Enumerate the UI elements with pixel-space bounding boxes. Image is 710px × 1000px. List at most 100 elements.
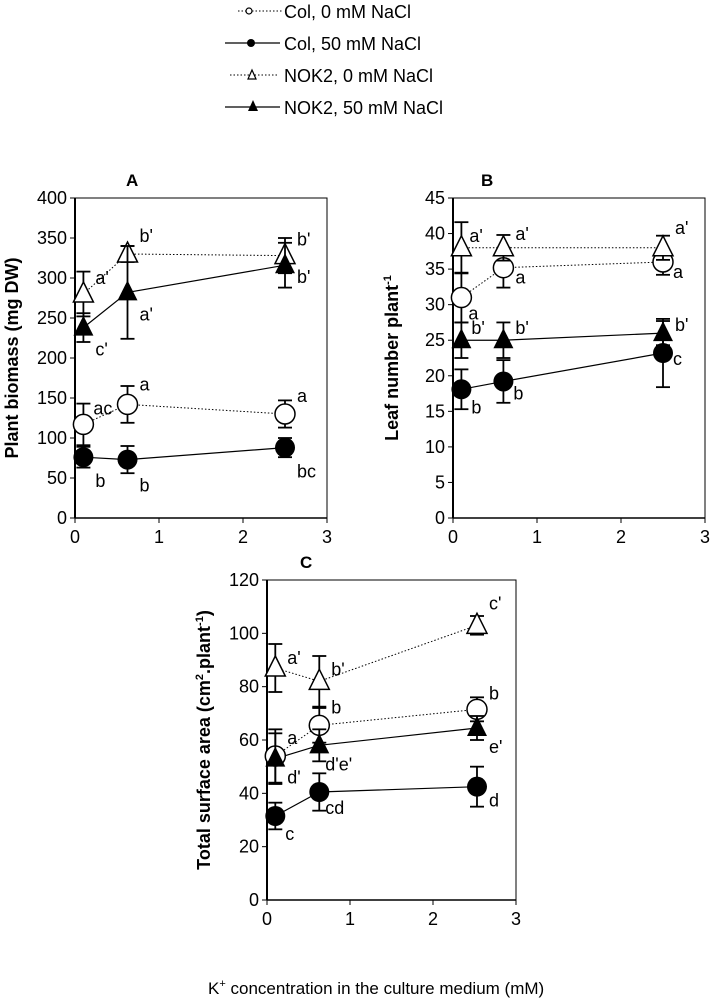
x-axis-label: K+ concentration in the culture medium (… <box>208 978 544 998</box>
x-tick-label: 1 <box>532 527 542 547</box>
panel-letter: A <box>126 171 138 190</box>
legend-item-nok2-0nacl: NOK2, 0 mM NaCl <box>230 66 433 86</box>
marker-open-triangle <box>450 234 473 257</box>
marker-filled-triangle <box>466 716 487 736</box>
significance-label: e' <box>489 737 502 757</box>
panel-c: C 0 20 40 60 80 100 120 0 1 2 3 Total surface area (… <box>194 553 521 929</box>
y-tick-label: 150 <box>37 388 67 408</box>
marker-filled-triangle <box>117 280 138 301</box>
panel-letter: C <box>300 553 312 572</box>
marker-filled-circle <box>117 449 138 470</box>
y-tick-label: 5 <box>435 472 445 492</box>
significance-label: b' <box>297 230 310 250</box>
legend-item-col-50nacl: Col, 50 mM NaCl <box>225 34 421 54</box>
significance-label: b <box>95 471 105 491</box>
legend-label: Col, 0 mM NaCl <box>284 2 411 22</box>
series-line-open-triangle <box>275 624 478 682</box>
legend-marker-open-triangle <box>247 68 257 80</box>
y-tick-label: 10 <box>425 437 445 457</box>
legend-label: NOK2, 50 mM NaCl <box>284 98 443 118</box>
significance-label: a' <box>515 224 528 244</box>
y-axis-label-sup: 2 <box>194 674 206 680</box>
legend-item-col-0nacl: Col, 0 mM NaCl <box>238 2 411 22</box>
y-tick-label: 300 <box>37 268 67 288</box>
significance-label: a <box>673 262 684 282</box>
y-axis-label-sup: -1 <box>194 616 206 626</box>
marker-filled-triangle <box>73 315 94 336</box>
significance-label: ac <box>93 398 112 418</box>
series-line-open-circle <box>83 403 286 425</box>
x-tick-label: 1 <box>345 909 355 929</box>
significance-label: c' <box>489 593 501 613</box>
x-tick-label: 2 <box>238 527 248 547</box>
x-tick-label: 0 <box>70 527 80 547</box>
marker-open-triangle <box>651 234 675 257</box>
x-tick-label: 1 <box>154 527 164 547</box>
panel-letter: B <box>481 171 493 190</box>
y-axis-label-part: ) <box>194 610 214 616</box>
marker-open-triangle <box>264 654 287 677</box>
series-line-filled-triangle <box>83 264 286 329</box>
significance-label: b' <box>140 226 153 246</box>
marker-filled-circle <box>493 371 514 392</box>
y-tick-label: 20 <box>425 366 445 386</box>
marker-filled-circle <box>466 776 487 797</box>
marker-open-triangle <box>72 280 95 303</box>
significance-label: c <box>673 349 682 369</box>
x-axis-label-sup: + <box>219 978 225 990</box>
significance-label: b <box>489 683 499 703</box>
y-tick-label: 45 <box>425 188 445 208</box>
legend-marker-filled-circle <box>247 39 255 47</box>
marker-filled-triangle <box>309 733 330 754</box>
marker-open-circle <box>274 403 296 425</box>
significance-label: a' <box>287 648 300 668</box>
marker-filled-circle <box>275 437 295 458</box>
significance-label: a' <box>675 218 688 238</box>
y-axis-label: Leaf number plant-1 <box>382 275 402 441</box>
legend-label: NOK2, 0 mM NaCl <box>284 66 433 86</box>
y-tick-label: 25 <box>425 330 445 350</box>
significance-label: b' <box>515 318 528 338</box>
significance-label: b' <box>471 318 484 338</box>
significance-label: d <box>489 791 499 811</box>
series-line-filled-circle <box>275 786 478 817</box>
y-axis-label-sup: -1 <box>382 275 394 285</box>
y-tick-label: 0 <box>57 508 67 528</box>
marker-filled-triangle <box>275 253 295 274</box>
marker-filled-triangle <box>493 328 514 349</box>
y-axis-label-part: .plant <box>194 626 214 674</box>
marker-filled-circle <box>451 379 472 400</box>
significance-label: cd <box>325 798 344 818</box>
significance-label: c' <box>95 340 107 360</box>
y-axis-label-base: Leaf number plant <box>382 285 402 441</box>
y-tick-label: 40 <box>425 224 445 244</box>
y-tick-label: 35 <box>425 259 445 279</box>
legend-marker-open-circle <box>245 7 253 15</box>
series-line-filled-triangle <box>461 332 664 341</box>
significance-label: a <box>140 374 151 394</box>
series-line-open-circle <box>461 261 664 298</box>
x-tick-label: 3 <box>700 527 710 547</box>
y-tick-label: 15 <box>425 401 445 421</box>
marker-filled-triangle <box>265 746 286 767</box>
x-tick-label: 3 <box>511 909 521 929</box>
series-line-open-triangle <box>83 253 286 295</box>
y-tick-label: 0 <box>435 508 445 528</box>
marker-open-circle <box>72 413 95 436</box>
marker-open-triangle <box>492 234 515 257</box>
y-tick-label: 400 <box>37 188 67 208</box>
legend: Col, 0 mM NaCl Col, 50 mM NaCl NOK2, 0 m… <box>225 2 443 118</box>
significance-label: b' <box>675 315 688 335</box>
significance-label: a <box>287 728 298 748</box>
marker-filled-triangle <box>653 321 673 342</box>
significance-label: b <box>471 397 481 417</box>
significance-label: c <box>285 824 294 844</box>
marker-open-circle <box>450 286 473 309</box>
marker-open-triangle <box>308 667 331 691</box>
legend-item-nok2-50nacl: NOK2, 50 mM NaCl <box>225 98 443 118</box>
panel-b: B 0 5 10 15 20 25 30 35 40 45 0 1 2 3 Leaf number plant… <box>382 171 710 547</box>
significance-label: a <box>468 304 479 324</box>
significance-label: bc <box>297 462 316 482</box>
significance-label: d' <box>287 768 300 788</box>
panel-a: A 0 50 100 150 200 250 300 350 400 0 1 2 3 Plant bioma… <box>2 171 332 547</box>
